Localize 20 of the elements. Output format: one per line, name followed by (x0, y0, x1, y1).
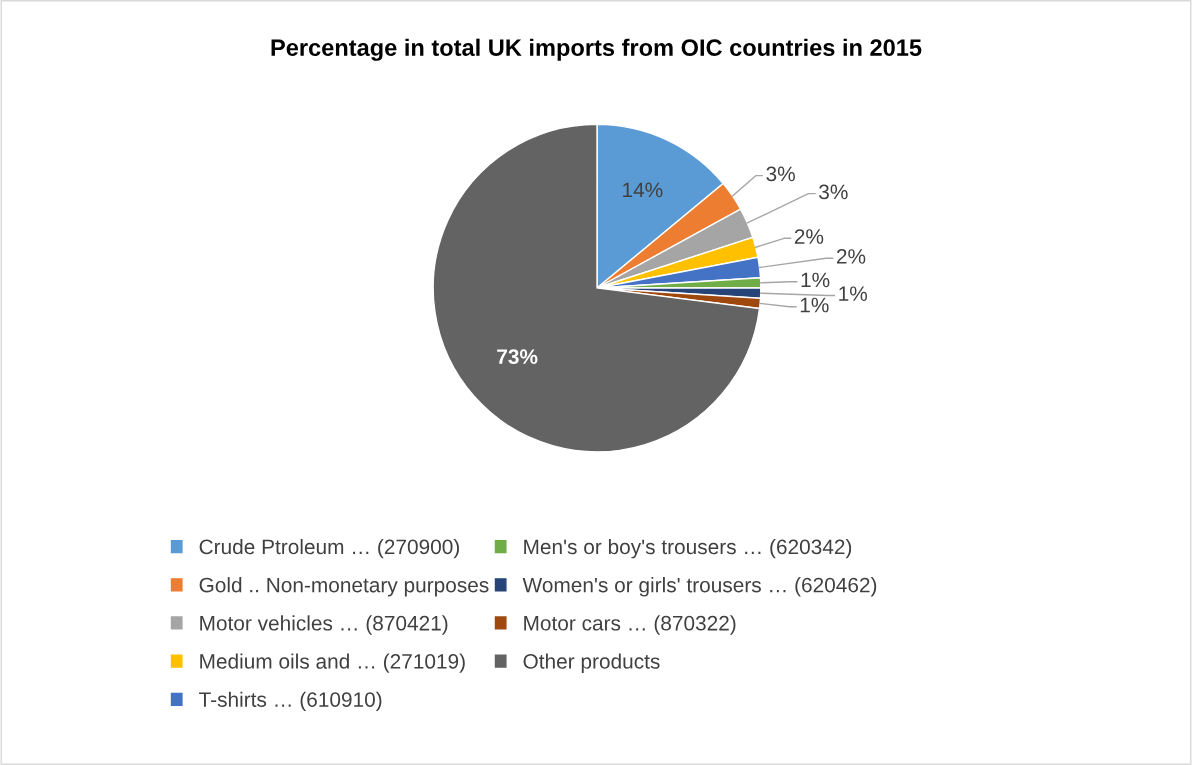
legend-label: Motor vehicles … (870421) (200, 615, 448, 635)
legend-label: Crude Ptroleum … (270900) (199, 538, 459, 559)
data-label: 1% (801, 272, 830, 288)
pie-slice (432, 123, 761, 453)
legend-label: Medium oils and … (271019) (200, 653, 465, 673)
legend-label: Men's or boy's trousers … (620342) (524, 538, 852, 559)
data-label: 2% (836, 249, 866, 264)
legend-label: Motor cars … (870322) (524, 615, 736, 635)
legend-label: Other products (523, 653, 660, 673)
data-label: 3% (819, 184, 848, 200)
data-label: 1% (800, 297, 829, 313)
data-label: 14% (623, 182, 663, 198)
data-label: 2% (794, 229, 824, 244)
legend-label: T-shirts … (610910) (199, 691, 382, 712)
data-label: 1% (839, 286, 868, 301)
legend-label: Gold .. Non-monetary purposes (199, 577, 489, 597)
data-label: 73% (497, 349, 538, 365)
legend-label: Women's or girls' trousers … (620462) (522, 577, 877, 597)
data-label: 3% (766, 166, 795, 182)
chart-title: Percentage in total UK imports from OIC countries in 2015 (271, 38, 922, 61)
